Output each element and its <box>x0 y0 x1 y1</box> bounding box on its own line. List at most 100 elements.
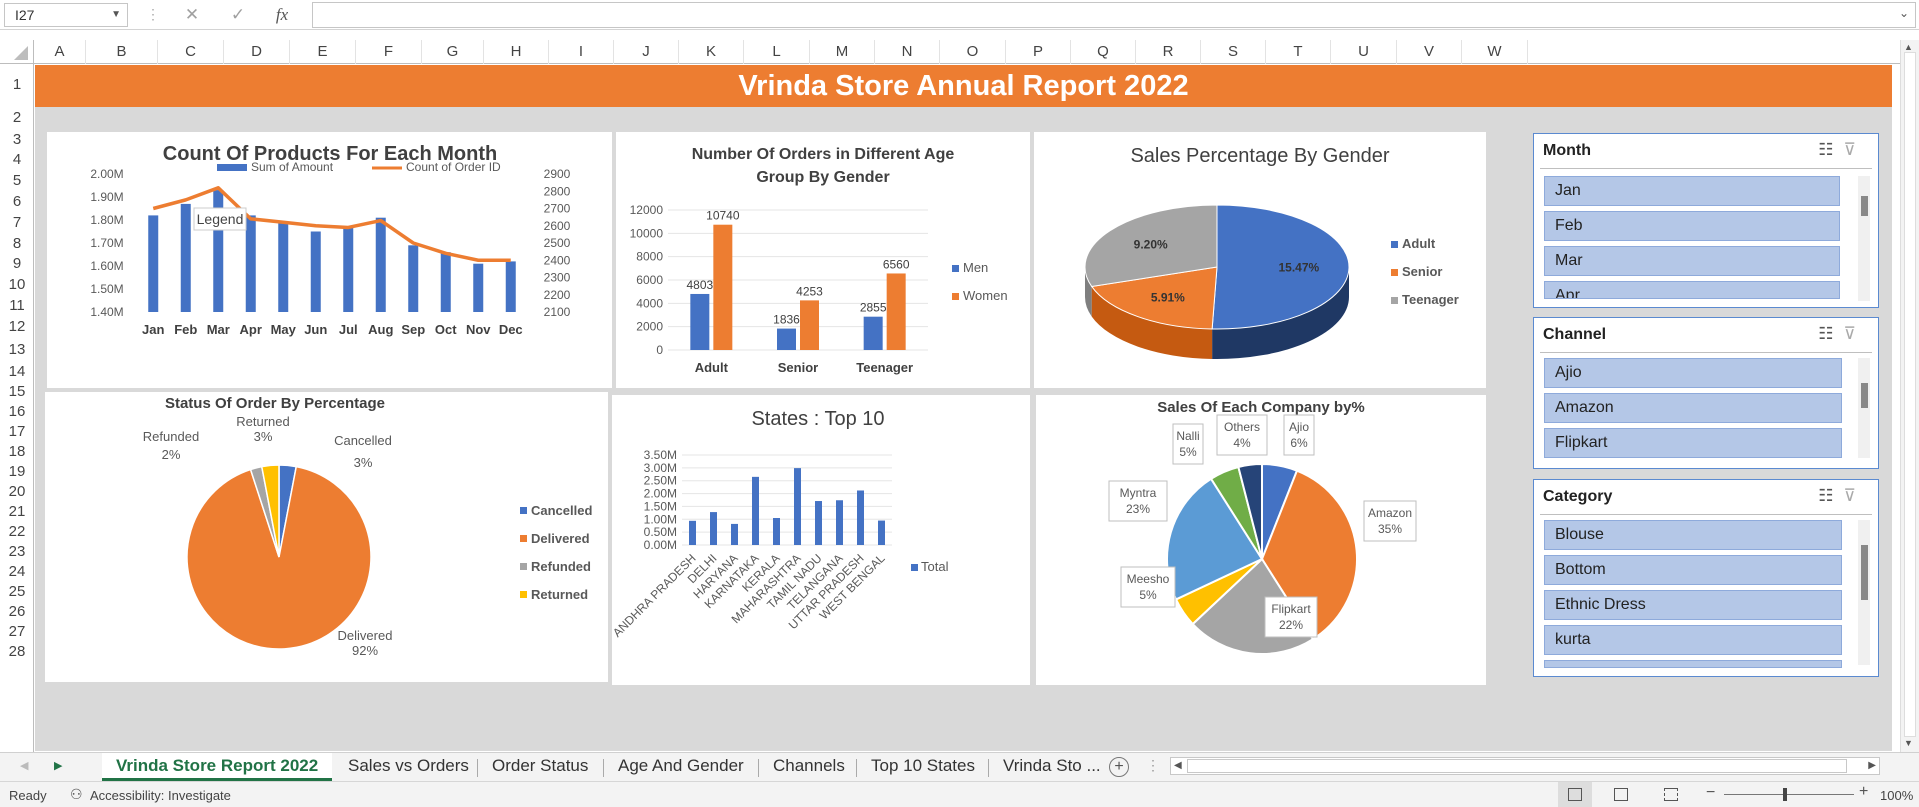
slicer-item-amazon[interactable]: Amazon <box>1544 393 1842 423</box>
clear-filter-icon[interactable]: ⊽ <box>1843 324 1866 343</box>
row-header-15[interactable]: 15 <box>8 383 26 400</box>
tab-sales-vs-orders[interactable]: Sales vs Orders <box>348 756 469 775</box>
accessibility-icon[interactable]: ⚇ <box>70 786 83 802</box>
row-header-20[interactable]: 20 <box>8 483 26 500</box>
scroll-right-icon[interactable]: ▶ <box>1868 760 1876 771</box>
expand-formula-icon[interactable]: ⌄ <box>1898 6 1909 20</box>
normal-view-button[interactable] <box>1558 782 1592 807</box>
insert-function-button[interactable]: fx <box>275 5 289 24</box>
slicer-item-blouse[interactable]: Blouse <box>1544 520 1842 550</box>
row-header-4[interactable]: 4 <box>12 151 22 168</box>
tab-order-status[interactable]: Order Status <box>492 756 589 775</box>
row-header-27[interactable]: 27 <box>8 623 26 640</box>
row-header-17[interactable]: 17 <box>8 423 26 440</box>
column-header-e[interactable]: E <box>290 40 356 64</box>
row-header-11[interactable]: 11 <box>9 297 25 314</box>
chart-products-per-month[interactable]: Count Of Products For Each Month Sum of A… <box>47 132 612 388</box>
row-header-5[interactable]: 5 <box>12 172 22 189</box>
next-sheet-icon[interactable]: ▶ <box>54 760 63 772</box>
enter-icon[interactable]: ✓ <box>230 5 246 24</box>
row-header-12[interactable]: 12 <box>8 318 26 335</box>
column-header-t[interactable]: T <box>1266 40 1331 64</box>
slicer-item-mar[interactable]: Mar <box>1544 246 1840 276</box>
row-header-6[interactable]: 6 <box>12 193 22 210</box>
scroll-thumb[interactable] <box>1861 383 1868 408</box>
clear-filter-icon[interactable]: ⊽ <box>1843 486 1866 505</box>
column-header-k[interactable]: K <box>679 40 744 64</box>
row-header-26[interactable]: 26 <box>8 603 26 620</box>
slicer-month[interactable]: Month ☷⊽ Jan Feb Mar Apr <box>1533 133 1879 308</box>
scroll-thumb[interactable] <box>1187 759 1847 773</box>
scroll-thumb[interactable] <box>1861 545 1868 600</box>
column-header-v[interactable]: V <box>1397 40 1462 64</box>
column-header-i[interactable]: I <box>549 40 614 64</box>
column-header-w[interactable]: W <box>1462 40 1528 64</box>
tab-vrinda-store-more[interactable]: Vrinda Sto ... <box>1003 756 1101 775</box>
slicer-item-bottom[interactable]: Bottom <box>1544 555 1842 585</box>
row-header-14[interactable]: 14 <box>8 363 26 380</box>
row-header-7[interactable]: 7 <box>12 214 22 231</box>
column-header-g[interactable]: G <box>422 40 484 64</box>
column-header-u[interactable]: U <box>1331 40 1397 64</box>
scroll-down-icon[interactable]: ▼ <box>1904 738 1913 748</box>
row-header-1[interactable]: 1 <box>12 76 22 93</box>
column-header-m[interactable]: M <box>810 40 875 64</box>
row-header-24[interactable]: 24 <box>8 563 26 580</box>
chart-sales-by-company[interactable]: Sales Of Each Company by% Ajio 6% Amazon 35%… <box>1036 395 1486 685</box>
slicer-item-partial[interactable] <box>1544 660 1842 668</box>
column-header-f[interactable]: F <box>356 40 422 64</box>
slicer-item-ajio[interactable]: Ajio <box>1544 358 1842 388</box>
column-header-d[interactable]: D <box>224 40 290 64</box>
column-header-c[interactable]: C <box>158 40 224 64</box>
select-all-corner[interactable] <box>0 40 34 64</box>
name-box[interactable]: I27 ▼ <box>4 3 128 27</box>
slicer-item-feb[interactable]: Feb <box>1544 211 1840 241</box>
page-layout-icon[interactable] <box>1614 788 1628 801</box>
column-header-s[interactable]: S <box>1201 40 1266 64</box>
zoom-level[interactable]: 100% <box>1880 788 1914 803</box>
add-sheet-icon[interactable]: + <box>1109 757 1129 777</box>
slicer-item-apr[interactable]: Apr <box>1544 281 1840 299</box>
chart-orders-by-age-gender[interactable]: Number Of Orders in Different Age Group B… <box>616 132 1030 388</box>
row-header-21[interactable]: 21 <box>8 503 26 520</box>
row-header-22[interactable]: 22 <box>8 523 26 540</box>
row-header-19[interactable]: 19 <box>8 463 26 480</box>
row-header-2[interactable]: 2 <box>12 109 22 126</box>
cancel-icon[interactable]: ✕ <box>184 5 200 24</box>
row-header-9[interactable]: 9 <box>12 255 22 272</box>
column-header-h[interactable]: H <box>484 40 549 64</box>
formula-input[interactable]: ⌄ <box>312 2 1916 28</box>
zoom-slider-thumb[interactable] <box>1783 788 1787 801</box>
column-header-n[interactable]: N <box>875 40 940 64</box>
multi-select-icon[interactable]: ☷ <box>1818 324 1844 343</box>
row-header-3[interactable]: 3 <box>12 131 22 148</box>
scroll-thumb[interactable] <box>1861 196 1868 216</box>
multi-select-icon[interactable]: ☷ <box>1818 486 1844 505</box>
column-header-a[interactable]: A <box>34 40 86 64</box>
row-header-13[interactable]: 13 <box>8 341 26 358</box>
row-header-23[interactable]: 23 <box>8 543 26 560</box>
accessibility-status[interactable]: Accessibility: Investigate <box>90 788 231 803</box>
slicer-item-ethnic-dress[interactable]: Ethnic Dress <box>1544 590 1842 620</box>
column-header-j[interactable]: J <box>614 40 679 64</box>
name-box-dropdown-icon[interactable]: ▼ <box>111 9 121 20</box>
scroll-thumb[interactable] <box>1904 52 1916 737</box>
zoom-slider[interactable] <box>1724 794 1854 795</box>
slicer-item-kurta[interactable]: kurta <box>1544 625 1842 655</box>
row-header-8[interactable]: 8 <box>12 235 22 252</box>
slicer-month-scrollbar[interactable] <box>1858 176 1870 301</box>
column-header-q[interactable]: Q <box>1071 40 1136 64</box>
column-header-l[interactable]: L <box>744 40 810 64</box>
chart-sales-by-gender[interactable]: Sales Percentage By Gender 15.47% 5.91% 9.2… <box>1034 132 1486 388</box>
multi-select-icon[interactable]: ☷ <box>1818 140 1844 159</box>
zoom-out-icon[interactable]: − <box>1706 784 1716 801</box>
drag-handle-icon[interactable]: ⋮ <box>146 6 160 22</box>
chart-top-states[interactable]: States : Top 10 3.50M 3.00M 2.50M 2.00M 1.50M… <box>612 395 1030 685</box>
clear-filter-icon[interactable]: ⊽ <box>1843 140 1866 159</box>
tab-split-handle-icon[interactable]: ⋮ <box>1146 757 1160 773</box>
row-header-16[interactable]: 16 <box>8 403 26 420</box>
column-header-r[interactable]: R <box>1136 40 1201 64</box>
slicer-item-flipkart[interactable]: Flipkart <box>1544 428 1842 458</box>
slicer-category-scrollbar[interactable] <box>1858 520 1870 665</box>
zoom-in-icon[interactable]: + <box>1859 783 1869 800</box>
